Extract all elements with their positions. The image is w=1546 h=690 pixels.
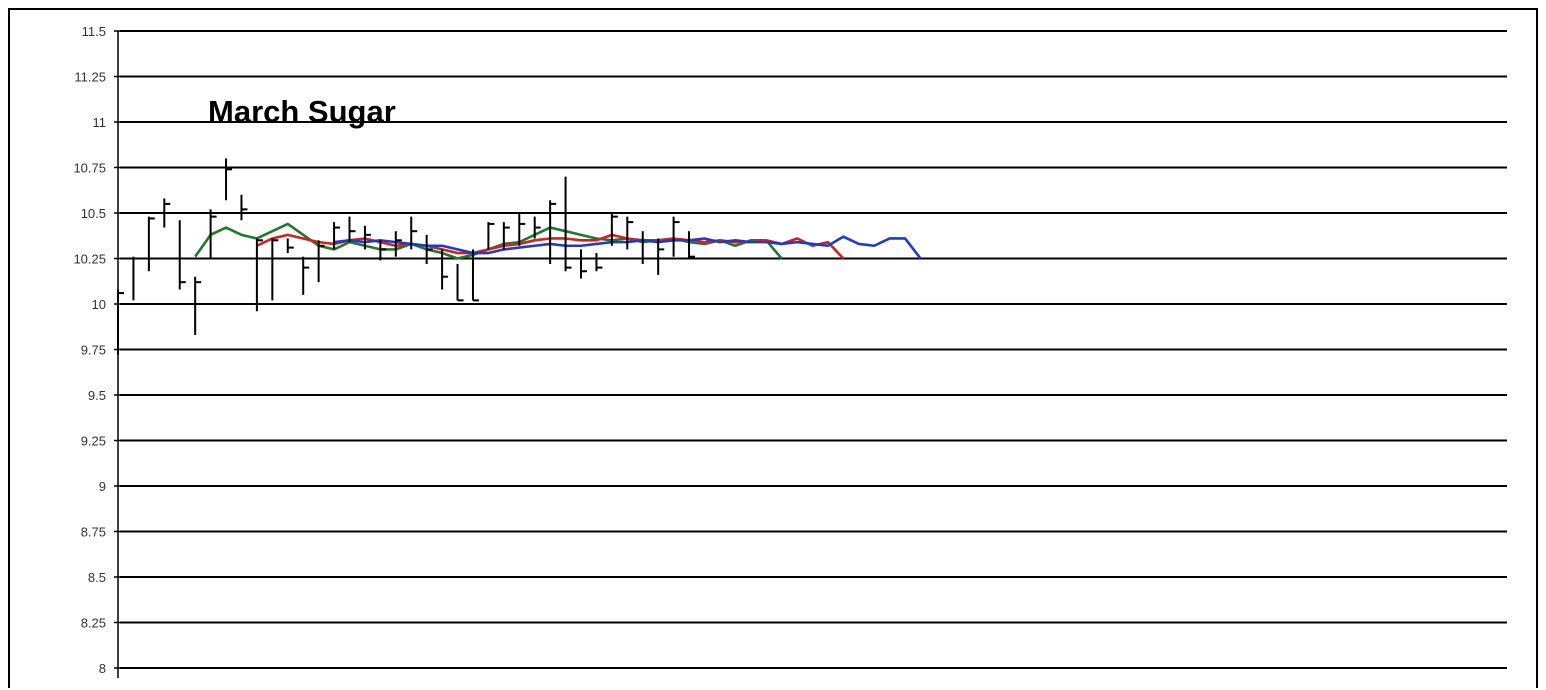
price-bar [518, 213, 526, 246]
price-bar [564, 176, 572, 272]
price-bar [487, 222, 495, 250]
price-bar [471, 249, 479, 302]
price-bar [626, 216, 634, 250]
y-tick-label: 10.25 [73, 252, 106, 267]
price-bar [286, 238, 294, 254]
price-bar [271, 238, 279, 301]
price-bar [688, 231, 696, 259]
y-tick-label: 11.5 [82, 24, 106, 39]
y-tick-label: 8.5 [88, 570, 106, 585]
chart-title: March Sugar [208, 94, 396, 129]
y-tick-label: 8 [99, 661, 106, 676]
price-bar [147, 216, 155, 272]
price-bar [194, 276, 202, 335]
y-tick-label: 11 [93, 115, 107, 130]
price-bar [163, 198, 171, 228]
y-tick-label: 8.25 [81, 616, 106, 631]
y-tick-label: 8.75 [81, 525, 106, 540]
price-bar [425, 234, 433, 264]
price-bar [348, 216, 356, 243]
price-bar [672, 216, 680, 257]
price-bar [379, 240, 387, 261]
price-bar [302, 256, 310, 295]
price-bar [117, 289, 124, 355]
price-bar [410, 216, 418, 250]
y-tick-label: 9.5 [88, 388, 106, 403]
y-tick-label: 10.75 [73, 161, 106, 176]
chart-frame: 11.5 11.25 11 10.75 10.5 10.25 10 9.75 9.5 9.25 9 8… [8, 8, 1538, 688]
price-bar [533, 216, 541, 239]
price-bar [255, 238, 263, 312]
price-bar [549, 200, 557, 264]
moving-average-lines [194, 222, 922, 260]
price-bar [240, 194, 248, 221]
price-bar [363, 225, 371, 250]
price-bar [225, 158, 233, 201]
price-bar [456, 263, 464, 302]
y-axis-ticks: 11.5 11.25 11 10.75 10.5 10.25 10 9.75 9.5 9.25 9 8… [73, 24, 120, 678]
price-bar [394, 231, 402, 257]
price-bar [580, 249, 587, 279]
price-bar [178, 220, 186, 290]
price-bar [132, 256, 140, 301]
y-tick-label: 10.5 [81, 206, 106, 221]
price-bar [595, 253, 603, 272]
price-bar [641, 231, 649, 264]
y-tick-label: 10 [92, 297, 106, 312]
gridlines [120, 30, 1507, 669]
price-bar [441, 249, 449, 290]
price-chart: 11.5 11.25 11 10.75 10.5 10.25 10 9.75 9.5 9.25 9 8… [73, 24, 1507, 678]
price-bar [610, 213, 618, 246]
y-tick-label: 11.25 [74, 70, 106, 85]
y-tick-label: 9 [99, 479, 106, 494]
price-bar [209, 209, 217, 259]
price-bar [333, 222, 341, 250]
price-bar [502, 222, 510, 250]
y-tick-label: 9.25 [81, 434, 106, 449]
y-tick-label: 9.75 [81, 343, 106, 358]
price-bar [317, 240, 325, 283]
price-bar [657, 238, 665, 275]
price-bars [117, 158, 696, 355]
